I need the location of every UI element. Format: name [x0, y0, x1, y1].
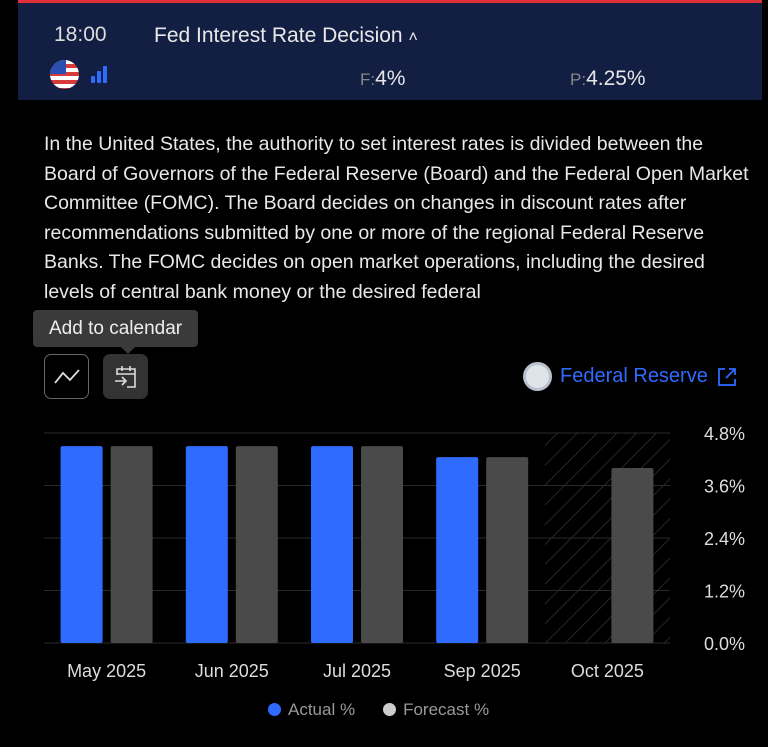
importance-icon: [91, 66, 107, 83]
event-description: In the United States, the authority to s…: [44, 133, 749, 303]
y-tick-label: 3.6%: [704, 477, 745, 497]
y-tick-label: 1.2%: [704, 582, 745, 602]
forecast-bar: [361, 446, 403, 643]
event-time: 18:00: [54, 23, 107, 46]
actual-bar: [60, 446, 103, 643]
tooltip: Add to calendar: [33, 310, 199, 354]
chart-legend: Actual % Forecast %: [268, 700, 489, 720]
chevron-up-icon[interactable]: ˄: [408, 29, 418, 46]
source-link[interactable]: Federal Reserve: [523, 362, 738, 391]
legend-forecast-label: Forecast %: [403, 700, 490, 719]
forecast-bar: [235, 446, 278, 643]
actual-bar: [311, 446, 353, 643]
previous-label: P:: [570, 70, 587, 89]
external-link-icon: [717, 367, 736, 386]
forecast-label: F:: [360, 70, 376, 89]
actual-dot-icon: [268, 703, 281, 716]
us-flag-icon: [50, 60, 79, 89]
federal-reserve-seal-icon: [523, 362, 552, 391]
forecast-bar: [611, 468, 654, 643]
legend-forecast[interactable]: Forecast %: [383, 700, 489, 720]
previous-number: 4.25%: [586, 67, 646, 90]
actual-bar: [185, 446, 228, 643]
x-tick-label: Oct 2025: [571, 661, 644, 681]
x-tick-label: Sep 2025: [444, 661, 521, 681]
actual-bar: [436, 457, 479, 643]
x-tick-label: Jul 2025: [323, 661, 391, 681]
event-title[interactable]: Fed Interest Rate Decision ˄: [154, 24, 418, 48]
y-tick-label: 0.0%: [704, 634, 745, 654]
x-tick-label: May 2025: [67, 661, 146, 681]
line-chart-icon: [53, 368, 80, 384]
calendar-add-icon: [114, 365, 136, 388]
forecast-dot-icon: [383, 703, 397, 716]
forecast-value: F:4%: [360, 67, 405, 91]
event-title-text: Fed Interest Rate Decision: [154, 24, 403, 47]
legend-actual[interactable]: Actual %: [268, 700, 355, 720]
forecast-bar: [110, 446, 153, 643]
forecast-bar: [486, 457, 529, 643]
previous-value: P:4.25%: [570, 67, 646, 91]
legend-actual-label: Actual %: [288, 700, 356, 719]
y-tick-label: 2.4%: [704, 529, 745, 549]
chart-button[interactable]: [44, 354, 89, 399]
y-tick-label: 4.8%: [704, 424, 745, 444]
x-tick-label: Jun 2025: [195, 661, 269, 681]
forecast-number: 4%: [375, 67, 406, 90]
event-header[interactable]: 18:00 Fed Interest Rate Decision ˄ F:4% …: [18, 0, 762, 100]
source-label: Federal Reserve: [560, 365, 708, 387]
add-to-calendar-button[interactable]: [103, 354, 148, 399]
